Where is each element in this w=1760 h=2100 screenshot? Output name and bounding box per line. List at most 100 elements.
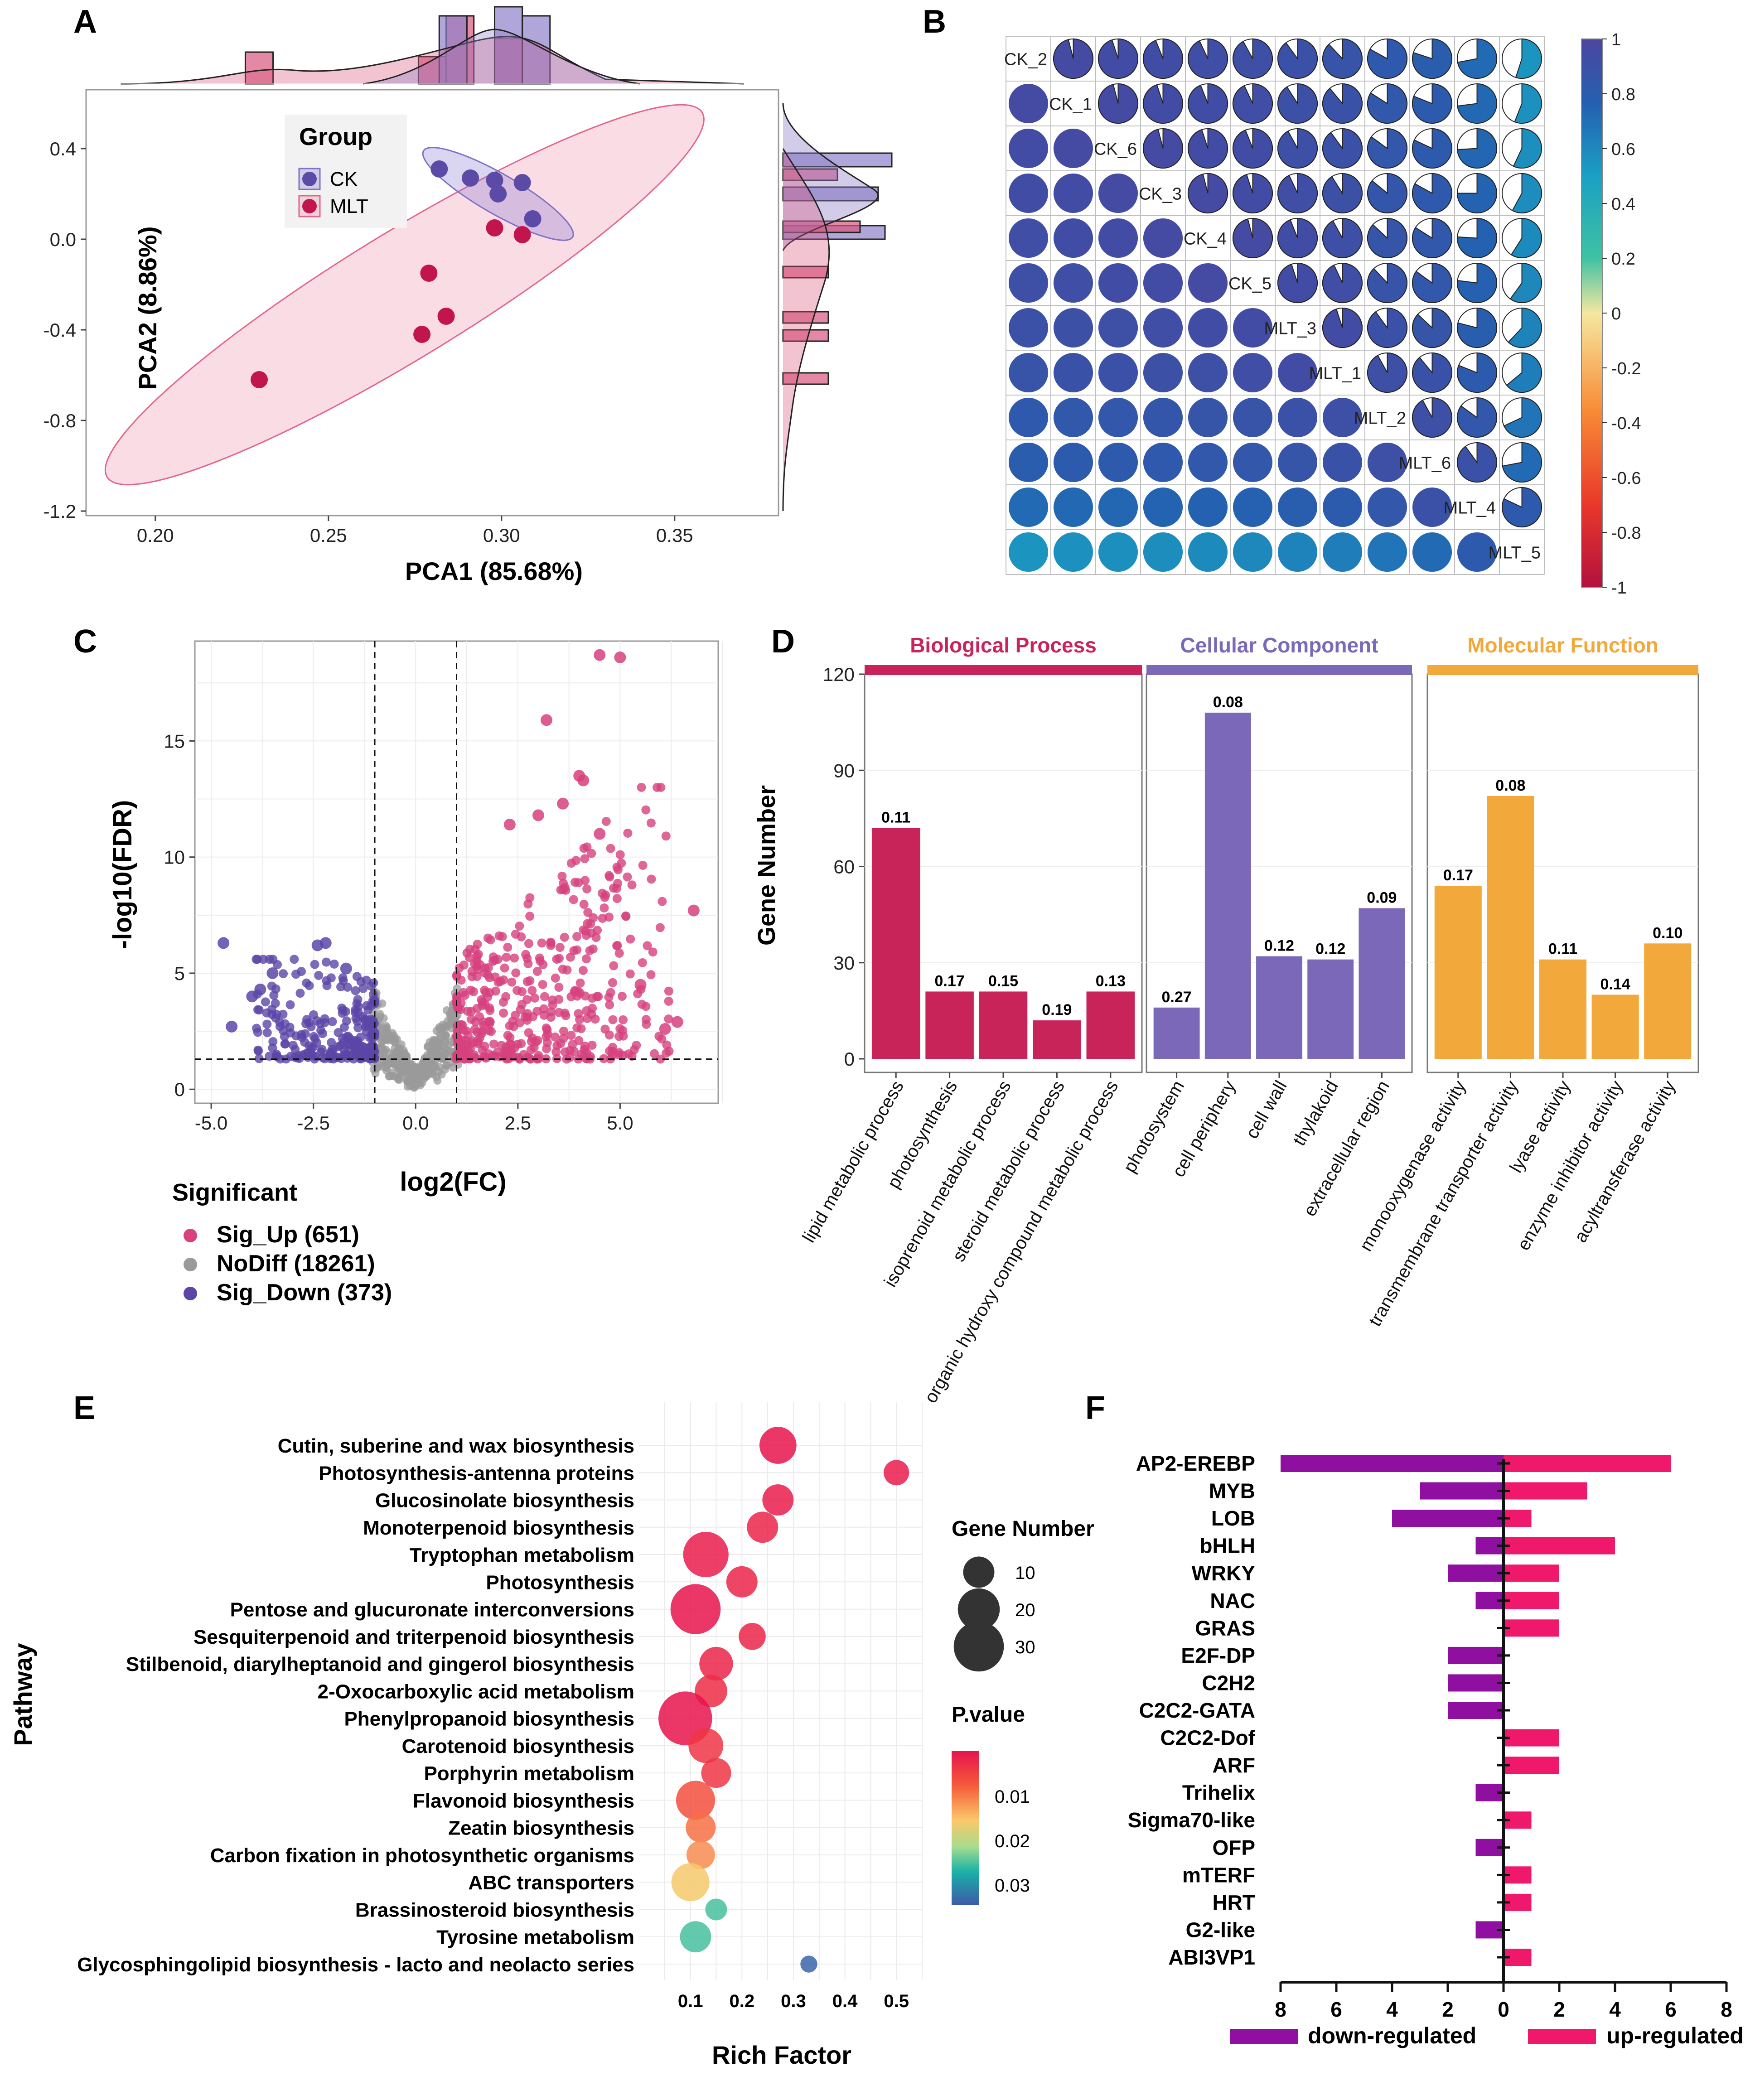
volcano-point-up <box>559 1026 568 1036</box>
corr-circle <box>1188 442 1228 483</box>
tf-family-label: HRT <box>1212 1891 1255 1914</box>
pca-point-ck <box>430 160 448 178</box>
color-legend-title: P.value <box>952 1703 1025 1727</box>
volcano-point-up <box>569 1047 579 1056</box>
volcano-point-down <box>322 976 331 985</box>
corr-circle <box>1233 442 1273 483</box>
y-tick-label: 0 <box>174 1079 185 1100</box>
volcano-point-down <box>218 937 230 949</box>
go-bar-label: 0.12 <box>1264 937 1294 955</box>
corr-pie <box>1412 38 1452 79</box>
colorbar-label: 0.8 <box>1611 85 1635 104</box>
volcano-point-up <box>477 995 486 1004</box>
volcano-point-up <box>498 997 508 1007</box>
volcano-point-down <box>285 1000 295 1009</box>
size-legend-dot <box>963 1556 995 1588</box>
volcano-point-up <box>511 1010 520 1020</box>
go-bar <box>1033 1020 1081 1059</box>
corr-pie <box>1502 442 1542 483</box>
corr-circle <box>1277 442 1318 483</box>
volcano-point-nodiff <box>446 1012 455 1020</box>
panel-d: Gene Number 0 30 60 90 120 Biological Process 0… <box>753 633 1699 1406</box>
volcano-point-up <box>656 1054 665 1064</box>
volcano-point-up <box>462 948 472 958</box>
volcano-point-down <box>279 969 288 979</box>
corr-label: CK_6 <box>1094 140 1137 159</box>
volcano-point-up <box>638 958 647 967</box>
up-bar <box>1504 1455 1671 1472</box>
corr-circle <box>1008 397 1049 438</box>
corr-pie <box>1277 262 1318 304</box>
go-bar-label: 0.11 <box>881 809 910 826</box>
corr-circle <box>1412 532 1452 572</box>
volcano-point-up <box>569 895 578 904</box>
go-bar-label: 0.09 <box>1367 889 1397 906</box>
volcano-point-down <box>368 1016 378 1025</box>
corr-pie <box>1143 38 1183 79</box>
volcano-point-up <box>547 995 557 1005</box>
volcano-point-up <box>605 1000 614 1009</box>
volcano-point-down <box>290 1052 300 1062</box>
volcano-point-down <box>252 1023 261 1033</box>
enrichment-bubble <box>800 1955 817 1973</box>
volcano-point-up <box>572 1023 582 1033</box>
corr-pie <box>1412 83 1453 124</box>
volcano-point-down <box>306 1022 316 1032</box>
volcano-point-up <box>472 1004 482 1013</box>
corr-circle <box>1053 532 1093 572</box>
corr-circle <box>1457 532 1497 572</box>
volcano-point-up <box>502 1042 511 1052</box>
volcano-point-up <box>618 1026 628 1035</box>
x-tick-label: 4 <box>1386 1998 1398 2021</box>
volcano-point-down <box>290 1045 300 1054</box>
y-axis-label: Gene Number <box>753 785 780 946</box>
volcano-point-nodiff <box>388 1029 396 1038</box>
corr-pie <box>1143 128 1183 169</box>
volcano-point-down <box>352 972 362 981</box>
volcano-point-up <box>594 992 603 1001</box>
tf-family-label: GRAS <box>1195 1616 1255 1640</box>
pathway-label: Photosynthesis <box>486 1571 634 1593</box>
volcano-point-nodiff <box>442 1061 451 1070</box>
volcano-point-up <box>662 1040 672 1050</box>
corr-circle <box>1143 352 1183 393</box>
corr-circle <box>1008 442 1049 483</box>
go-bar <box>1204 712 1251 1059</box>
volcano-point-down <box>353 1041 363 1050</box>
corr-circle <box>1098 487 1138 527</box>
volcano-point-up <box>472 1027 482 1037</box>
volcano-point-up <box>556 1039 566 1048</box>
up-bar <box>1504 1757 1559 1774</box>
corr-label: CK_3 <box>1139 185 1182 204</box>
x-tick-label: 0.5 <box>884 1991 909 2011</box>
volcano-point-down <box>261 997 270 1007</box>
volcano-point-up <box>575 978 585 988</box>
volcano-point-down <box>246 990 258 1003</box>
right-histogram-bar <box>782 266 829 279</box>
down-bar <box>1420 1482 1504 1500</box>
volcano-point-up <box>579 925 588 935</box>
tf-family-label: MYB <box>1209 1479 1255 1503</box>
go-bar-label: 0.11 <box>1548 941 1577 958</box>
legend-label: Sig_Up (651) <box>217 1221 359 1248</box>
volcano-point-up <box>503 942 513 952</box>
pathway-label: ABC transporters <box>468 1872 634 1894</box>
colorbar-label: -0.4 <box>1611 414 1641 433</box>
pathway-label: Flavonoid biosynthesis <box>413 1790 634 1812</box>
corr-circle <box>1143 442 1183 483</box>
down-bar <box>1392 1510 1504 1527</box>
volcano-point-down <box>356 1033 365 1042</box>
pathway-label: Carotenoid biosynthesis <box>402 1735 634 1757</box>
volcano-point-nodiff <box>453 984 461 993</box>
corr-pie <box>1412 128 1452 169</box>
y-tick-label: -1.2 <box>44 501 76 522</box>
volcano-point-down <box>358 984 368 993</box>
corr-pie <box>1232 83 1273 124</box>
corr-circle <box>1008 173 1049 213</box>
x-tick-label: 0.20 <box>137 525 174 546</box>
panel-label-E: E <box>73 1390 95 1426</box>
go-bar-label: 0.17 <box>1443 867 1473 884</box>
volcano-point-nodiff <box>444 1046 453 1055</box>
down-bar <box>1281 1455 1504 1472</box>
volcano-point-up <box>612 894 622 903</box>
